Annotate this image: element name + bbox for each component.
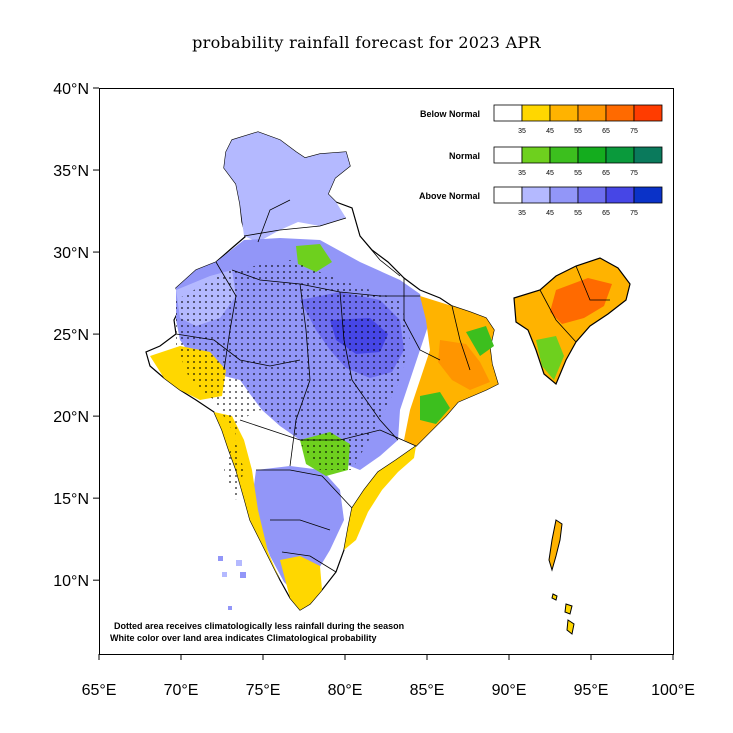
legend-swatch <box>633 186 663 204</box>
andaman-islands <box>548 519 575 635</box>
legend-swatch <box>577 186 607 204</box>
legend-swatch <box>577 104 607 122</box>
northeast-green <box>536 336 564 380</box>
below-normal-east-core <box>438 340 490 390</box>
legend-tick-label: 35 <box>518 170 526 177</box>
plot-frame <box>99 88 674 655</box>
legend-swatch <box>633 104 663 122</box>
note-white-color: White color over land area indicates Cli… <box>110 633 377 643</box>
legend-tick-label: 45 <box>546 170 554 177</box>
legend-swatch <box>549 146 579 164</box>
x-tick-label: 100°E <box>651 682 695 699</box>
legend-swatch <box>493 186 523 204</box>
x-tick-label: 70°E <box>164 682 199 699</box>
legend-swatch <box>549 104 579 122</box>
legend-swatch <box>577 146 607 164</box>
below-normal-eastcoast <box>344 446 416 550</box>
y-tick-label: 30°N <box>53 245 89 262</box>
dotted-region <box>176 260 410 500</box>
y-tick-label: 35°N <box>53 163 89 180</box>
above-normal-north <box>224 132 350 242</box>
x-tick-label: 65°E <box>82 682 117 699</box>
legend-swatch <box>605 104 635 122</box>
note-dotted-area: Dotted area receives climatologically le… <box>114 621 404 631</box>
legend-swatch <box>633 146 663 164</box>
legend-name: Below Normal <box>420 109 480 119</box>
y-tick-label: 15°N <box>53 491 89 508</box>
lakshadweep-cells <box>218 556 246 610</box>
y-axis: 40°N 35°N 30°N 25°N 20°N 15°N 10°N <box>53 81 99 590</box>
above-normal-south <box>252 466 344 596</box>
legend-name: Normal <box>449 151 480 161</box>
x-axis: 65°E 70°E 75°E 80°E 85°E 90°E 95°E 100°E <box>82 654 695 699</box>
legend-swatch <box>493 104 523 122</box>
legend-tick-label: 55 <box>574 210 582 217</box>
legend-tick-label: 75 <box>630 210 638 217</box>
y-tick-label: 20°N <box>53 409 89 426</box>
legend-tick-label: 55 <box>574 170 582 177</box>
legend: Below Normal 35 45 55 65 75 Normal 35 45 55 65 75 Ab… <box>419 104 663 217</box>
legend-tick-label: 35 <box>518 128 526 135</box>
state-boundaries <box>175 199 610 573</box>
legend-tick-label: 75 <box>630 128 638 135</box>
legend-tick-label: 65 <box>602 170 610 177</box>
map-layer <box>145 131 631 635</box>
x-tick-label: 75°E <box>246 682 281 699</box>
legend-tick-label: 45 <box>546 210 554 217</box>
x-tick-label: 80°E <box>328 682 363 699</box>
legend-swatch <box>605 186 635 204</box>
legend-swatch <box>521 186 551 204</box>
legend-swatch <box>605 146 635 164</box>
legend-tick-label: 65 <box>602 128 610 135</box>
legend-tick-label: 55 <box>574 128 582 135</box>
legend-name: Above Normal <box>419 191 480 201</box>
legend-swatch <box>521 104 551 122</box>
legend-tick-label: 35 <box>518 210 526 217</box>
y-tick-label: 10°N <box>53 573 89 590</box>
legend-swatch <box>493 146 523 164</box>
x-tick-label: 95°E <box>574 682 609 699</box>
y-tick-label: 40°N <box>53 81 89 98</box>
legend-tick-label: 45 <box>546 128 554 135</box>
legend-tick-label: 75 <box>630 170 638 177</box>
legend-swatch <box>521 146 551 164</box>
x-tick-label: 90°E <box>492 682 527 699</box>
y-tick-label: 25°N <box>53 327 89 344</box>
normal-north-patch <box>296 244 332 272</box>
x-tick-label: 85°E <box>410 682 445 699</box>
below-normal-south-tip <box>280 556 322 610</box>
legend-swatch <box>549 186 579 204</box>
northeast-core <box>550 278 612 324</box>
legend-tick-label: 65 <box>602 210 610 217</box>
normal-bengal-patch <box>466 326 494 356</box>
map-title: probability rainfall forecast for 2023 A… <box>192 33 541 52</box>
normal-odisha-patch <box>420 392 450 424</box>
